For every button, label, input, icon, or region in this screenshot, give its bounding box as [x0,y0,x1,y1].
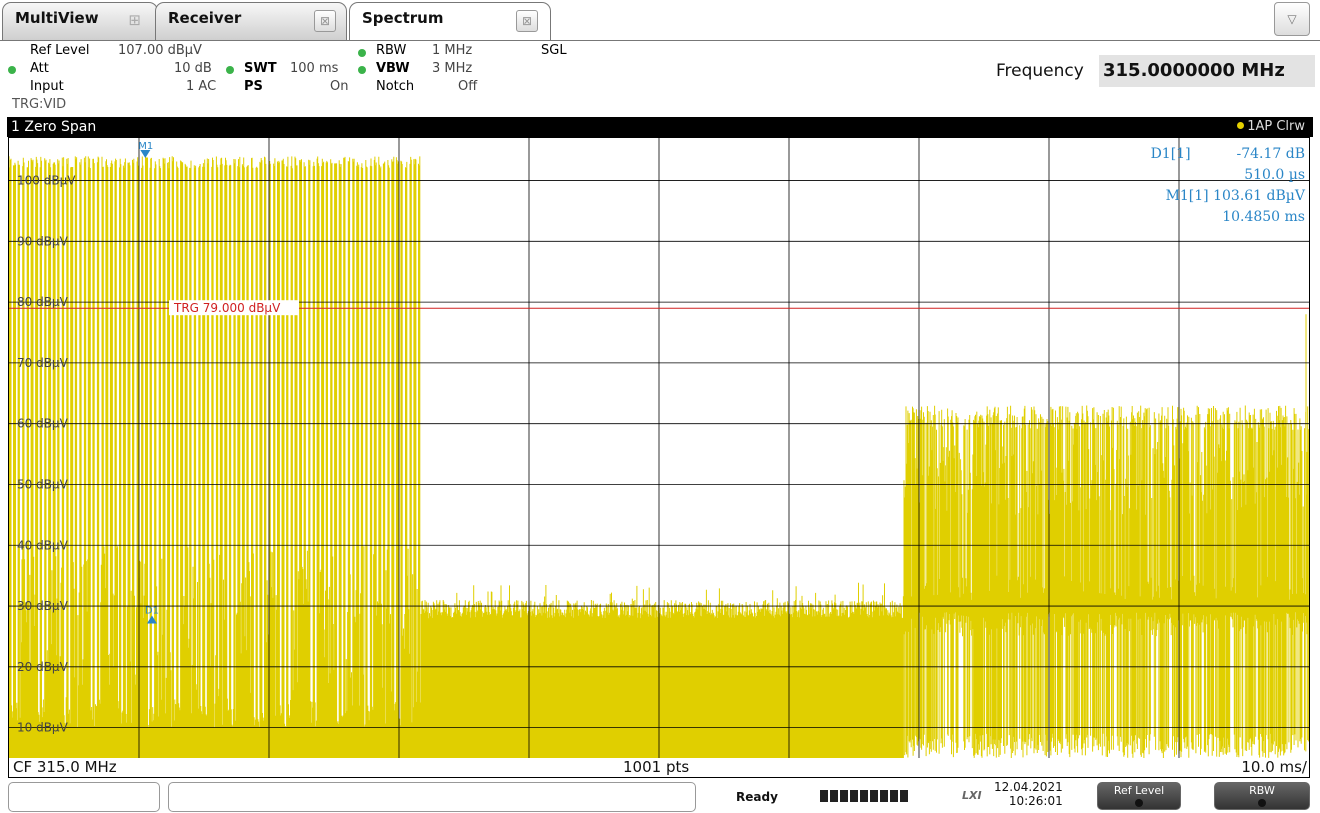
frequency-label: Frequency [996,61,1084,81]
status-ready: Ready [736,790,778,804]
marker-row-d1: D1[1] -74.17 dB [1151,144,1305,165]
y-tick-label: 10 dBµV [17,721,69,735]
trace-line [9,156,1309,758]
date-time: 12.04.2021 10:26:01 [994,780,1063,808]
att-label: Att [30,61,49,76]
softkey-dot-icon [1135,799,1143,807]
vbw-label: VBW [376,61,410,76]
att-value: 10 dB [174,61,212,76]
sweep-points: 1001 pts [623,758,690,776]
softkey-dot-icon [1258,799,1266,807]
window-title: 1 Zero Span [11,119,97,135]
tab-spectrum[interactable]: Spectrum ⊠ [349,2,551,44]
marker-value: 103.61 dBµV [1213,188,1305,204]
notch-label: Notch [376,79,415,94]
zero-span-plot[interactable]: 100 dBµV 90 dBµV 80 dBµV 70 dBµV 60 dBµV 50 d… [8,137,1310,759]
tab-bar: MultiView ⊞ Receiver ⊠ Spectrum ⊠ ▽ [0,0,1320,44]
marker-m1-triangle [140,150,151,158]
y-tick-label: 70 dBµV [17,356,69,370]
rbw-value: 1 MHz [432,43,473,58]
marker-sub: 510.0 µs [1244,167,1305,183]
trace-info-text: 1AP Clrw [1247,119,1305,134]
vbw-label-text: VBW [376,61,410,76]
swt-label-text: SWT [244,61,277,76]
trigger-label: TRG 79.000 dBµV [173,301,281,315]
center-frequency: CF 315.0 MHz [13,758,117,776]
input-value: 1 AC [186,79,217,94]
settings-panel[interactable]: Ref Level 107.00 dBµV Att 10 dB SWT 100 … [0,40,1320,117]
swt-value: 100 ms [290,61,339,76]
tab-label: MultiView [15,9,99,27]
y-tick-label: 30 dBµV [17,599,69,613]
status-bar: Ready LXI 12.04.2021 10:26:01 Ref Level … [0,778,1320,813]
tab-multiview[interactable]: MultiView ⊞ [2,2,158,40]
window-title-bar: 1 Zero Span 1AP Clrw [7,117,1313,137]
ref-level-softkey[interactable]: Ref Level [1097,782,1181,810]
status-dot-icon [358,49,366,57]
close-icon[interactable]: ⊠ [516,10,538,32]
tab-receiver[interactable]: Receiver ⊠ [155,2,347,40]
y-tick-label: 40 dBµV [17,538,69,552]
marker-sub: 10.4850 ms [1222,209,1305,225]
date: 12.04.2021 [994,780,1063,794]
progress-bar [820,790,910,802]
vbw-value: 3 MHz [432,61,473,76]
trigger-layer: TRG 79.000 dBµV [9,300,1309,316]
status-dot-icon [8,66,16,74]
input-label: Input [30,79,64,94]
message-field [8,782,160,812]
trace-chart[interactable]: 100 dBµV 90 dBµV 80 dBµV 70 dBµV 60 dBµV 50 d… [9,138,1309,758]
rbw-label: RBW [376,43,407,58]
message-field-wide [168,782,696,812]
y-tick-label: 50 dBµV [17,477,69,491]
ps-label: PS [244,79,263,94]
marker-label: M1[1] [1165,188,1209,204]
marker-m1-label: M1 [138,141,153,152]
marker-value: -74.17 dB [1236,146,1305,162]
rbw-softkey[interactable]: RBW [1214,782,1310,810]
softkey-label: Ref Level [1113,784,1165,797]
notch-value: Off [458,79,478,94]
frequency-value[interactable]: 315.0000000 MHz [1099,55,1315,87]
trace-info: 1AP Clrw [1237,117,1305,137]
marker-table: D1[1] -74.17 dB 510.0 µs M1[1] 103.61 dB… [1151,144,1305,228]
ref-level-label: Ref Level [30,43,90,58]
tile-icon: ⊞ [128,11,141,29]
y-tick-label: 60 dBµV [17,417,69,431]
trace-dot-icon [1237,122,1245,129]
marker-label: D1[1] [1150,146,1191,162]
trigger-indicator: TRG:VID [12,97,67,112]
y-tick-label: 20 dBµV [17,660,69,674]
sgl-indicator: SGL [541,43,567,58]
close-icon[interactable]: ⊠ [314,10,336,32]
y-tick-label: 80 dBµV [17,295,69,309]
marker-d1-triangle [146,615,157,624]
lxi-icon: LXI [962,789,982,802]
status-dot-icon [226,66,234,74]
status-dot-icon [358,66,366,74]
tab-label: Spectrum [362,9,444,27]
trace-layer [9,156,1309,758]
time-per-division: 10.0 ms/ [1241,758,1307,776]
ps-label-text: PS [244,79,263,94]
y-tick-label: 100 dBµV [17,174,76,188]
trigger-label-bg [169,300,299,316]
marker-d1-label: D1 [145,605,159,616]
y-tick-labels: 100 dBµV 90 dBµV 80 dBµV 70 dBµV 60 dBµV 50 d… [17,174,76,735]
y-tick-label: 90 dBµV [17,234,69,248]
marker-row-m1: M1[1] 103.61 dBµV [1151,186,1305,207]
ref-level-value: 107.00 dBµV [118,43,202,58]
swt-label: SWT [244,61,277,76]
softkey-label: RBW [1249,784,1275,797]
time: 10:26:01 [1008,794,1063,808]
ps-value: On [330,79,349,94]
tab-label: Receiver [168,9,242,27]
chevron-down-icon[interactable]: ▽ [1274,2,1310,36]
marker-layer: M1 D1 [138,141,159,624]
plot-footer: CF 315.0 MHz 1001 pts 10.0 ms/ [8,758,1310,778]
